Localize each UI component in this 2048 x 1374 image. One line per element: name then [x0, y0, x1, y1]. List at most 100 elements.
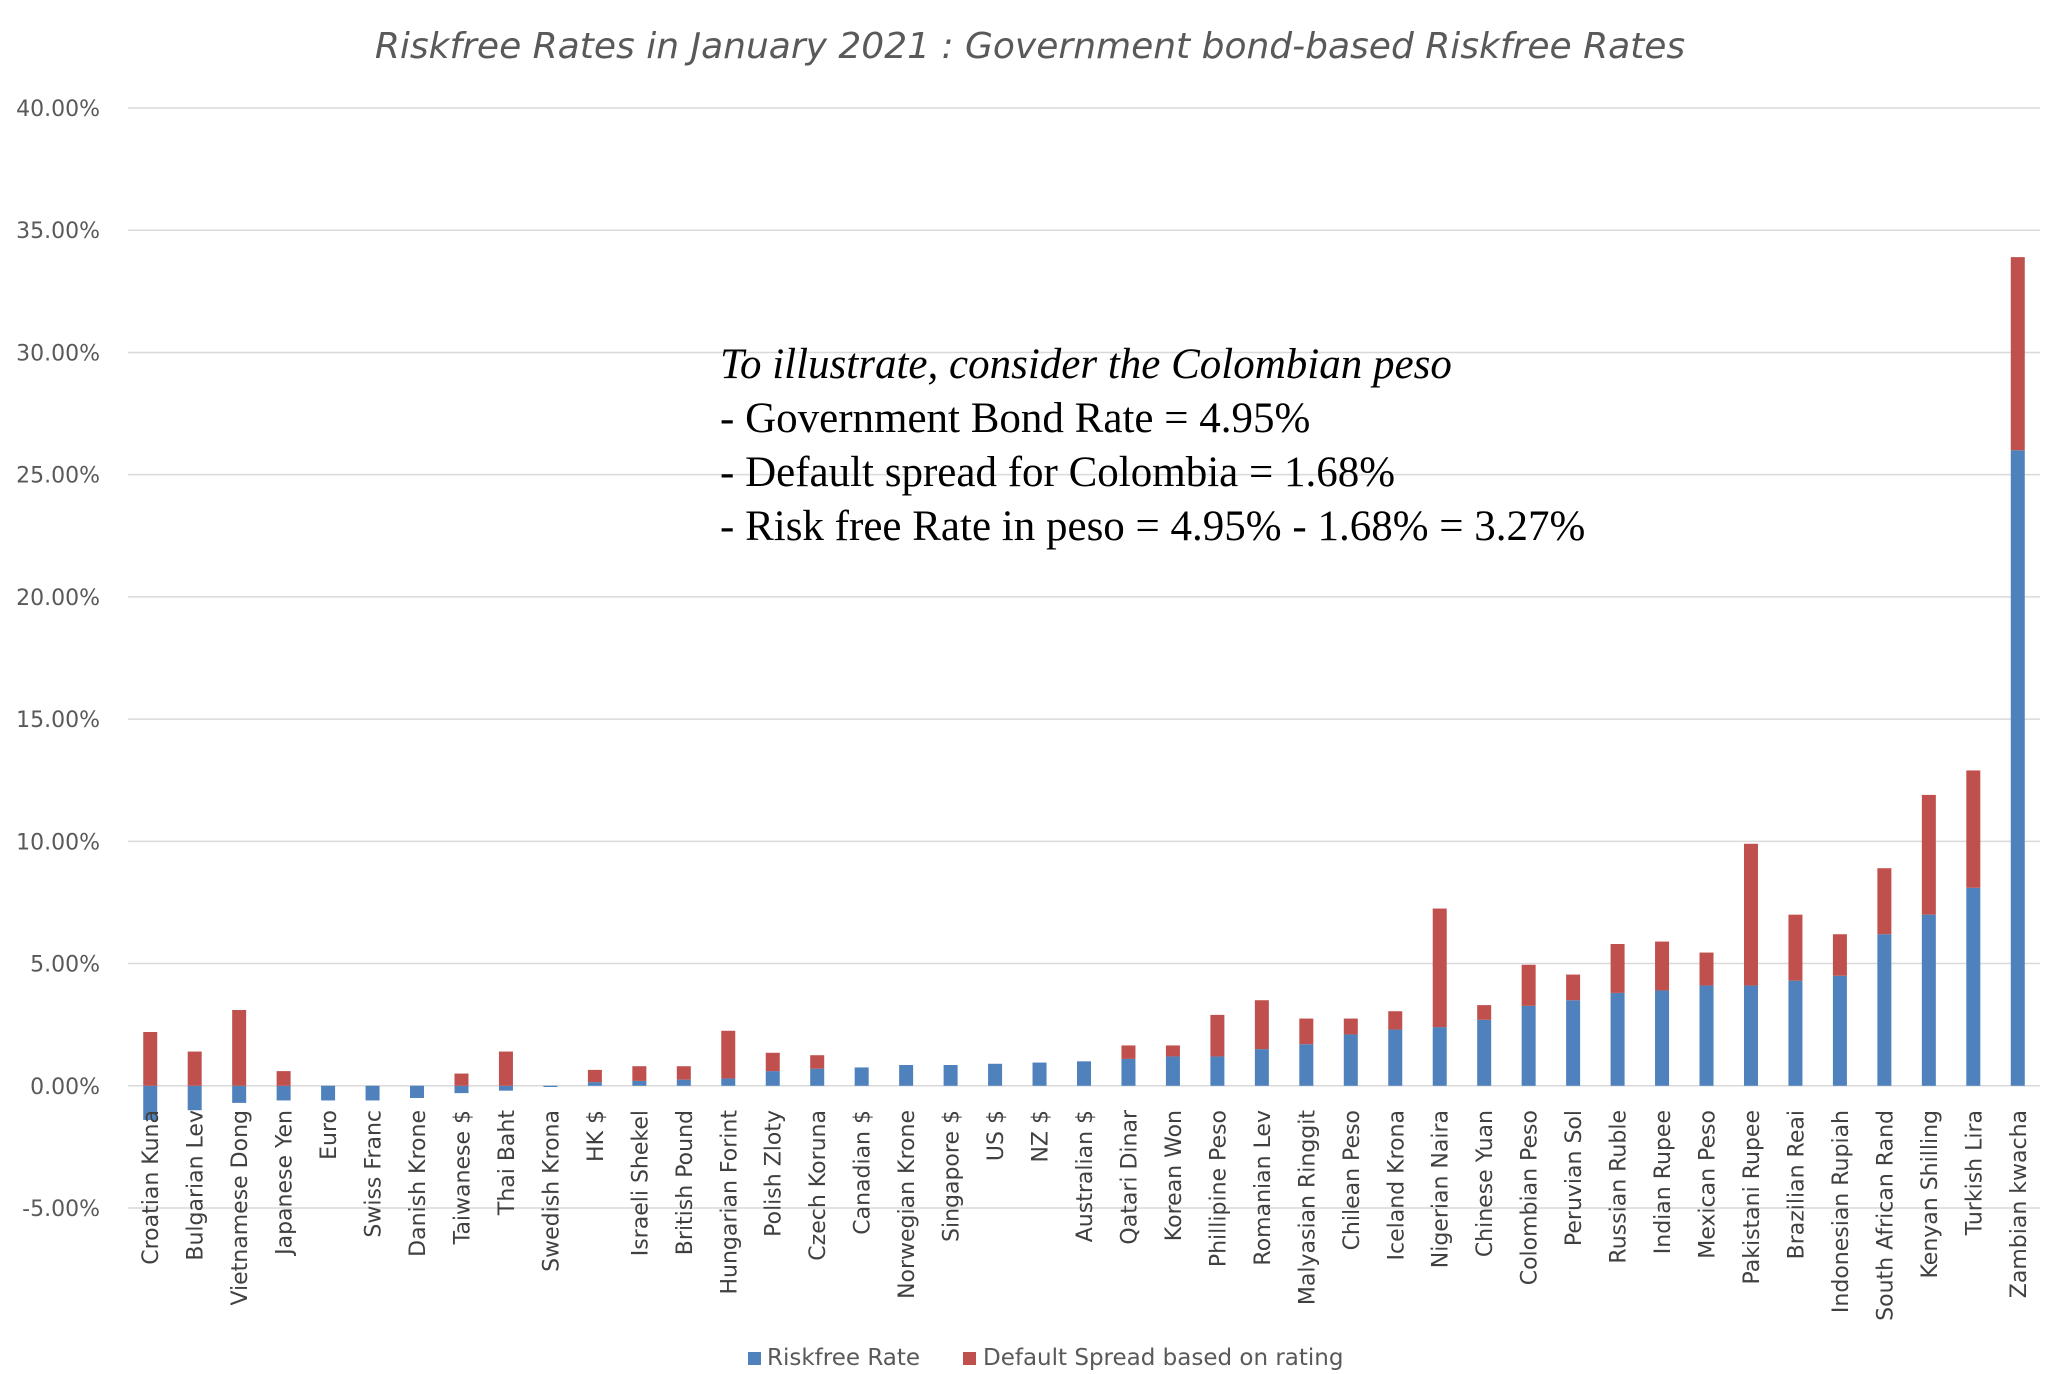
x-tick-label-vietnamese-dong: Vietnamese Dong — [228, 1110, 253, 1306]
bar-riskfree-zambian-kwacha — [2010, 450, 2025, 1086]
bar-spread-brazilian-reai — [1788, 914, 1803, 981]
x-tick-label-malyasian-ringgit: Malyasian Ringgit — [1295, 1110, 1320, 1305]
y-tick-label: -5.00% — [22, 1197, 100, 1222]
bar-spread-chinese-yuan — [1477, 1005, 1492, 1020]
x-tick-label-us: US $ — [984, 1110, 1009, 1161]
x-tick-label-croatian-kuna: Croatian Kuna — [139, 1110, 164, 1265]
bar-spread-turkish-lira — [1966, 770, 1981, 888]
bar-riskfree-euro — [321, 1085, 336, 1101]
bar-riskfree-canadian — [854, 1067, 869, 1086]
bar-riskfree-mexican-peso — [1699, 985, 1714, 1086]
bar-riskfree-thai-baht — [498, 1085, 513, 1091]
colombian-peso-annotation: To illustrate, consider the Colombian pe… — [720, 338, 1720, 554]
bar-spread-phillipine-peso — [1210, 1014, 1225, 1057]
annotation-line-4: - Risk free Rate in peso = 4.95% - 1.68%… — [720, 503, 1586, 550]
bar-spread-russian-ruble — [1610, 944, 1625, 993]
legend-label-default-spread: Default Spread based on rating — [983, 1345, 1344, 1371]
bar-riskfree-israeli-shekel — [632, 1080, 647, 1086]
bar-spread-polish-zloty — [765, 1052, 780, 1072]
bar-riskfree-us — [988, 1063, 1003, 1086]
bar-spread-hungarian-forint — [721, 1030, 736, 1079]
x-tick-label-australian: Australian $ — [1073, 1110, 1098, 1242]
bar-riskfree-swiss-franc — [365, 1085, 380, 1101]
bar-riskfree-nz — [1032, 1062, 1047, 1086]
x-tick-label-qatari-dinar: Qatari Dinar — [1117, 1109, 1142, 1245]
bar-spread-iceland-krona — [1388, 1011, 1403, 1030]
bar-riskfree-hk — [587, 1082, 602, 1086]
bar-riskfree-bulgarian-lev — [187, 1085, 202, 1111]
bar-riskfree-qatari-dinar — [1121, 1058, 1136, 1086]
gridlines — [128, 107, 2040, 1209]
bar-riskfree-indian-rupee — [1655, 990, 1670, 1086]
legend-label-riskfree-rate: Riskfree Rate — [767, 1345, 920, 1371]
bar-riskfree-vietnamese-dong — [232, 1085, 247, 1103]
bar-riskfree-pakistani-rupee — [1743, 985, 1758, 1086]
x-tick-label-nigerian-naira: Nigerian Naira — [1429, 1110, 1454, 1268]
x-tick-label-hungarian-forint: Hungarian Forint — [717, 1110, 742, 1295]
x-tick-label-zambian-kwacha: Zambian kwacha — [2007, 1110, 2032, 1298]
y-axis-tick-labels: -5.00% 0.00% 5.00% 10.00% 15.00% 20.00% 25.00%… — [16, 97, 100, 1222]
y-tick-label: 5.00% — [30, 953, 100, 978]
bar-riskfree-indonesian-rupiah — [1832, 975, 1847, 1086]
bar-riskfree-british-pound — [676, 1079, 691, 1086]
bar-spread-romanian-lev — [1254, 1000, 1269, 1050]
x-tick-label-swedish-krona: Swedish Krona — [539, 1110, 564, 1272]
bar-riskfree-south-african-rand — [1877, 934, 1892, 1086]
x-tick-label-romanian-lev: Romanian Lev — [1251, 1110, 1276, 1266]
x-tick-label-nz: NZ $ — [1029, 1110, 1054, 1163]
bar-spread-british-pound — [676, 1066, 691, 1080]
x-tick-label-iceland-krona: Iceland Krona — [1384, 1110, 1409, 1261]
x-tick-label-canadian: Canadian $ — [851, 1110, 876, 1235]
bar-spread-thai-baht — [498, 1051, 513, 1086]
bar-riskfree-chinese-yuan — [1477, 1019, 1492, 1086]
x-tick-label-south-african-rand: South African Rand — [1873, 1110, 1898, 1321]
bar-riskfree-romanian-lev — [1254, 1049, 1269, 1086]
y-tick-label: 20.00% — [16, 586, 100, 611]
x-tick-label-bulgarian-lev: Bulgarian Lev — [184, 1110, 209, 1261]
bars — [143, 257, 2025, 1120]
bar-riskfree-hungarian-forint — [721, 1078, 736, 1086]
bar-spread-kenyan-shilling — [1921, 794, 1936, 915]
x-tick-label-norwegian-krone: Norwegian Krone — [895, 1110, 920, 1299]
bar-spread-croatian-kuna — [143, 1032, 158, 1086]
x-tick-label-indian-rupee: Indian Rupee — [1651, 1110, 1676, 1254]
x-tick-label-colombian-peso: Colombian Peso — [1518, 1110, 1543, 1285]
x-tick-label-russian-ruble: Russian Ruble — [1607, 1110, 1632, 1264]
x-tick-label-danish-krone: Danish Krone — [406, 1110, 431, 1257]
legend-swatch-riskfree-rate — [748, 1352, 761, 1365]
x-axis-tick-labels: Croatian Kuna Bulgarian Lev Vietnamese Don… — [139, 1109, 2032, 1321]
bar-spread-malyasian-ringgit — [1299, 1018, 1314, 1045]
bar-riskfree-phillipine-peso — [1210, 1056, 1225, 1086]
bar-spread-colombian-peso — [1521, 964, 1536, 1006]
x-tick-label-czech-koruna: Czech Koruna — [806, 1110, 831, 1261]
y-tick-label: 25.00% — [16, 464, 100, 489]
bar-riskfree-japanese-yen — [276, 1085, 291, 1101]
bar-spread-zambian-kwacha — [2010, 257, 2025, 451]
x-tick-label-kenyan-shilling: Kenyan Shilling — [1918, 1110, 1943, 1279]
y-tick-label: 40.00% — [16, 97, 100, 122]
x-tick-label-singapore: Singapore $ — [940, 1110, 965, 1242]
bar-spread-mexican-peso — [1699, 952, 1714, 986]
annotation-line-2: - Government Bond Rate = 4.95% — [720, 395, 1311, 442]
annotation-line-1: To illustrate, consider the Colombian pe… — [720, 341, 1452, 388]
x-tick-label-pakistani-rupee: Pakistani Rupee — [1740, 1110, 1765, 1285]
x-tick-label-taiwanese: Taiwanese $ — [450, 1110, 475, 1245]
bar-spread-japanese-yen — [276, 1071, 291, 1086]
bar-spread-bulgarian-lev — [187, 1051, 202, 1086]
bar-spread-south-african-rand — [1877, 868, 1892, 935]
x-tick-label-indonesian-rupiah: Indonesian Rupiah — [1829, 1110, 1854, 1313]
bar-spread-nigerian-naira — [1432, 908, 1447, 1028]
bar-riskfree-czech-koruna — [810, 1068, 825, 1086]
bar-spread-taiwanese — [454, 1073, 469, 1086]
bar-riskfree-iceland-krona — [1388, 1029, 1403, 1086]
bar-riskfree-colombian-peso — [1521, 1005, 1536, 1086]
bar-spread-indonesian-rupiah — [1832, 934, 1847, 976]
x-tick-label-swiss-franc: Swiss Franc — [362, 1110, 387, 1238]
annotation-line-3: - Default spread for Colombia = 1.68% — [720, 449, 1396, 496]
bar-riskfree-croatian-kuna — [143, 1085, 158, 1120]
x-tick-label-chinese-yuan: Chinese Yuan — [1473, 1110, 1498, 1257]
x-tick-label-chilean-peso: Chilean Peso — [1340, 1110, 1365, 1250]
y-tick-label: 10.00% — [16, 830, 100, 855]
x-tick-label-polish-zloty: Polish Zloty — [762, 1110, 787, 1237]
bar-riskfree-korean-won — [1165, 1056, 1180, 1086]
